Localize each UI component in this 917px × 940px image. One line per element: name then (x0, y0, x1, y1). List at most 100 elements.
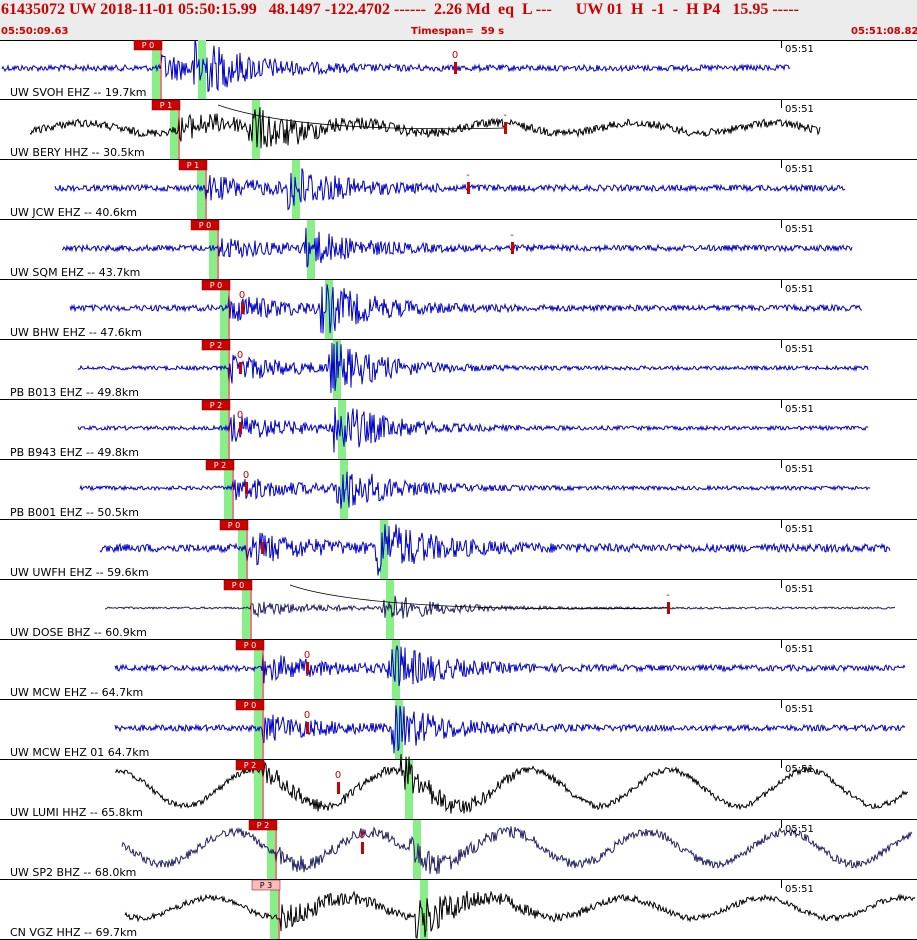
trace-row[interactable]: P 1 - 05:51 UW JCW EHZ -- 40.6km (0, 159, 917, 220)
pick-flag[interactable] (201, 399, 231, 411)
trace-row[interactable]: P 0 - 05:51 UW SQM EHZ -- 43.7km (0, 219, 917, 280)
pick-label: P 0 (244, 701, 256, 710)
minute-label: 05:51 (785, 44, 814, 55)
pick-label: P 0 (232, 581, 244, 590)
p-phase-band (220, 400, 228, 459)
pick-flag[interactable] (190, 219, 220, 231)
pick-flag[interactable] (223, 579, 253, 591)
coda-marker[interactable] (361, 842, 364, 854)
coda-label: 0 (237, 410, 243, 421)
pick-flag[interactable] (219, 519, 249, 531)
pick-flag[interactable] (133, 40, 163, 51)
coda-label: 0 (243, 470, 249, 481)
end-time: 05:51:08.82 (851, 26, 917, 37)
trace-row[interactable]: P 2 0 05:51 PB B001 EHZ -- 50.5km (0, 459, 917, 520)
pick-flag[interactable] (235, 759, 265, 771)
trace-row[interactable]: P 0 0 05:51 UW SVOH EHZ -- 19.7km (0, 40, 917, 100)
coda-marker[interactable] (306, 722, 309, 734)
trace-row[interactable]: P 0 05:51 UW UWFH EHZ -- 59.6km (0, 519, 917, 580)
pick-flag[interactable] (235, 699, 265, 711)
trace-row[interactable]: P 2 0 05:51 PB B013 EHZ -- 49.8km (0, 339, 917, 400)
pick-flag[interactable] (151, 99, 181, 111)
waveform (124, 890, 916, 939)
event-header: 61435072 UW 2018-11-01 05:50:15.99 48.14… (0, 0, 917, 41)
station-label: PB B943 EHZ -- 49.8km (10, 446, 139, 459)
pick-flag[interactable] (251, 879, 281, 891)
start-time: 05:50:09.63 (1, 26, 69, 37)
trace-row[interactable]: P 2 0 05:51 UW LUMI HHZ -- 65.8km (0, 754, 917, 820)
coda-marker[interactable] (454, 62, 457, 74)
coda-marker[interactable] (504, 122, 507, 134)
waveform (104, 595, 896, 619)
s-phase-band (413, 820, 421, 879)
coda-marker[interactable] (261, 542, 264, 554)
coda-marker[interactable] (241, 302, 244, 314)
coda-marker[interactable] (511, 242, 514, 254)
trace-row[interactable]: P 1 - 05:51 UW BERY HHZ -- 30.5km (0, 99, 917, 160)
pick-label: P 2 (244, 761, 256, 770)
minute-label: 05:51 (785, 164, 814, 175)
minute-label: 05:51 (785, 704, 814, 715)
trace-row[interactable]: P 0 - 05:51 UW DOSE BHZ -- 60.9km (0, 579, 917, 640)
waveform (1, 40, 791, 93)
timespan-label: Timespan= 59 s (411, 26, 505, 37)
seismogram-panel[interactable]: P 0 0 05:51 UW SVOH EHZ -- 19.7km P 1 - 05:51 U… (0, 40, 917, 940)
pick-label: P 1 (160, 101, 172, 110)
minute-label: 05:51 (785, 584, 814, 595)
coda-marker[interactable] (667, 602, 670, 614)
trace-row[interactable]: P 0 0 05:51 UW MCW EHZ -- 64.7km (0, 639, 917, 700)
coda-label: 0 (452, 50, 458, 61)
minute-label: 05:51 (785, 644, 814, 655)
waveform (79, 471, 871, 509)
trace-row[interactable]: P 2 0 05:51 UW SP2 BHZ -- 68.0km (0, 819, 917, 880)
station-label: UW UWFH EHZ -- 59.6km (10, 566, 149, 579)
minute-label: 05:51 (785, 404, 814, 415)
minute-label: 05:51 (785, 344, 814, 355)
coda-label: - (666, 590, 670, 601)
p-phase-band (254, 760, 262, 819)
minute-label: 05:51 (785, 104, 814, 115)
waveform (114, 754, 909, 814)
s-phase-band (292, 160, 300, 219)
coda-label: - (466, 170, 470, 181)
coda-marker[interactable] (337, 782, 340, 794)
coda-marker[interactable] (467, 182, 470, 194)
station-label: UW MCW EHZ 01 64.7km (10, 746, 149, 759)
pick-flag[interactable] (201, 339, 231, 351)
p-phase-band (170, 100, 178, 159)
station-label: UW MCW EHZ -- 64.7km (10, 686, 143, 699)
coda-marker[interactable] (239, 362, 242, 374)
pick-flag[interactable] (201, 279, 231, 291)
p-phase-band (152, 40, 160, 99)
pick-label: P 0 (210, 281, 222, 290)
p-phase-band (270, 880, 278, 939)
waveform (121, 826, 913, 875)
waveform (114, 645, 906, 687)
trace-row[interactable]: P 0 0 05:51 UW BHW EHZ -- 47.6km (0, 279, 917, 340)
coda-marker[interactable] (306, 662, 309, 674)
trace-row[interactable]: P 0 0 05:51 UW MCW EHZ 01 64.7km (0, 699, 917, 760)
minute-label: 05:51 (785, 284, 814, 295)
station-label: UW SVOH EHZ -- 19.7km (10, 86, 146, 99)
minute-label: 05:51 (785, 524, 814, 535)
pick-label: P 2 (210, 341, 222, 350)
pick-flag[interactable] (178, 159, 208, 171)
p-phase-band (197, 160, 205, 219)
pick-flag[interactable] (248, 819, 278, 831)
coda-label: - (510, 230, 514, 241)
minute-label: 05:51 (785, 824, 814, 835)
trace-row[interactable]: P 3 05:51 CN VGZ HHZ -- 69.7km (0, 879, 917, 940)
waveform (29, 107, 821, 149)
station-label: UW BHW EHZ -- 47.6km (10, 326, 142, 339)
coda-label: 0 (304, 710, 310, 721)
coda-marker[interactable] (239, 422, 242, 434)
coda-label: - (503, 110, 507, 121)
pick-flag[interactable] (235, 639, 265, 651)
p-phase-band (224, 460, 232, 519)
pick-flag[interactable] (205, 459, 235, 471)
coda-marker[interactable] (245, 482, 248, 494)
coda-label: 0 (335, 770, 341, 781)
minute-label: 05:51 (785, 224, 814, 235)
station-label: PB B001 EHZ -- 50.5km (10, 506, 139, 519)
trace-row[interactable]: P 2 0 05:51 PB B943 EHZ -- 49.8km (0, 399, 917, 460)
